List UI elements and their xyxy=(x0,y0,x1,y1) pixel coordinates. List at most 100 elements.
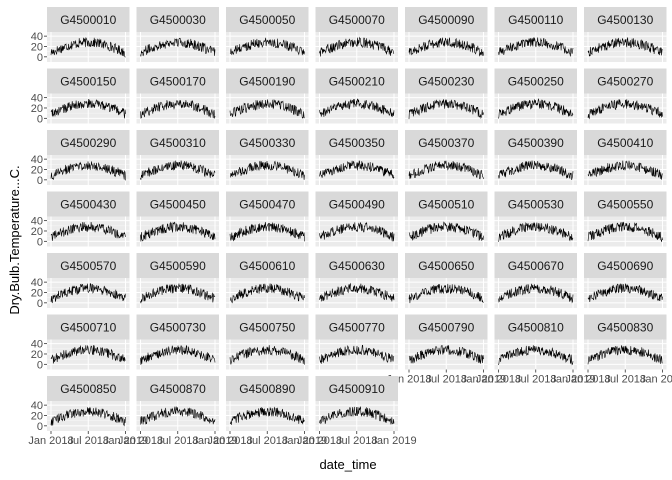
facet-panel: G4500550 xyxy=(584,191,667,247)
series-line xyxy=(229,283,305,304)
facet-strip xyxy=(136,130,219,155)
x-tick-label: Jul 2018 xyxy=(157,435,199,447)
facet-strip xyxy=(226,376,309,401)
series-line xyxy=(408,344,484,364)
facet-strip-label: G4500170 xyxy=(150,75,206,89)
facet-strip-label: G4500670 xyxy=(508,259,564,273)
facet-strip-label: G4500690 xyxy=(597,259,653,273)
facet-strip xyxy=(226,191,309,217)
facet-strip xyxy=(47,7,130,32)
series-line xyxy=(140,160,216,180)
series-line xyxy=(50,283,126,304)
facet-panel: G4500670 xyxy=(494,253,577,308)
facet-strip xyxy=(315,191,398,217)
facet-strip xyxy=(584,253,667,278)
series-line xyxy=(50,345,126,364)
facet-panel: G4500030 xyxy=(136,7,219,62)
x-tick-label: Jan 2018 xyxy=(297,435,342,447)
facet-strip-label: G4500550 xyxy=(597,198,653,212)
facet-strip xyxy=(226,130,309,155)
series-line xyxy=(498,345,574,366)
y-axis-title: Dry.Bulb.Temperature...C. xyxy=(7,165,22,314)
series-line xyxy=(319,98,395,117)
facet-strip xyxy=(226,253,309,278)
y-tick-label: 40 xyxy=(31,154,43,166)
series-line xyxy=(408,160,484,180)
series-line xyxy=(408,99,484,120)
facet-strip xyxy=(136,191,219,217)
y-tick-label: 40 xyxy=(31,216,43,228)
facet-strip-label: G4500910 xyxy=(329,382,385,396)
facet-strip-label: G4500310 xyxy=(150,136,206,150)
facet-panel: G4500250 xyxy=(494,68,577,124)
x-axis-title: date_time xyxy=(319,457,376,472)
facet-strip xyxy=(405,68,488,94)
facet-strip xyxy=(136,376,219,401)
facet-panel: G4500450 xyxy=(136,191,219,247)
facet-strip xyxy=(494,314,577,340)
series-line xyxy=(498,98,574,119)
x-tick-label: Jan 2018 xyxy=(28,435,73,447)
facet-strip-label: G4500210 xyxy=(329,75,385,89)
facet-strip-label: G4500510 xyxy=(418,198,474,212)
facet-strip-label: G4500390 xyxy=(508,136,564,150)
y-tick-label: 0 xyxy=(37,113,43,125)
facet-strip-label: G4500150 xyxy=(60,75,116,89)
facet-panel: G4500070 xyxy=(315,7,398,62)
facet-panel: G4500170 xyxy=(136,68,219,124)
facet-strip-label: G4500570 xyxy=(60,259,116,273)
facet-panel: G4500690 xyxy=(584,253,667,308)
y-tick-label: 0 xyxy=(37,236,43,248)
x-tick-label: Jul 2018 xyxy=(246,435,288,447)
facet-panel: G4500390 xyxy=(494,130,577,185)
series-line xyxy=(587,221,663,242)
y-tick-label: 0 xyxy=(37,421,43,433)
x-tick-label: Jul 2018 xyxy=(604,374,646,386)
facet-strip xyxy=(584,314,667,340)
series-line xyxy=(408,37,484,57)
facet-strip-label: G4500470 xyxy=(239,198,295,212)
series-line xyxy=(587,99,663,120)
series-line xyxy=(587,344,663,365)
series-line xyxy=(229,345,305,365)
facet-panel: G4500490 xyxy=(315,191,398,247)
x-tick-label: Jan 2018 xyxy=(118,435,163,447)
y-tick-label: 20 xyxy=(31,164,43,176)
facet-strip-label: G4500610 xyxy=(239,259,295,273)
series-line xyxy=(50,161,126,181)
facet-panel: G4500630 xyxy=(315,253,398,308)
facet-panel: G4500350 xyxy=(315,130,398,185)
facet-panel: G4500230 xyxy=(405,68,488,124)
x-tick-label: Jan 2018 xyxy=(476,374,521,386)
facet-strip-label: G4500250 xyxy=(508,75,564,89)
facet-strip xyxy=(584,130,667,155)
facet-strip xyxy=(405,130,488,155)
x-tick-label: Jan 2018 xyxy=(565,374,610,386)
series-line xyxy=(140,99,216,119)
y-tick-label: 40 xyxy=(31,277,43,289)
facet-strip-label: G4500130 xyxy=(597,13,653,27)
facet-panel: G4500330 xyxy=(226,130,309,185)
facet-strip-label: G4500870 xyxy=(150,382,206,396)
x-tick-label: Jan 2019 xyxy=(640,374,672,386)
facet-strip-label: G4500530 xyxy=(508,198,564,212)
facet-strip xyxy=(315,253,398,278)
facet-strip-label: G4500370 xyxy=(418,136,474,150)
facet-strip xyxy=(315,68,398,94)
facet-panel: G4500510 xyxy=(405,191,488,247)
facet-panel: G4500130 xyxy=(584,7,667,62)
series-line xyxy=(229,37,305,56)
facet-strip-label: G4500650 xyxy=(418,259,474,273)
facet-strip xyxy=(584,191,667,217)
facet-strip xyxy=(405,314,488,340)
y-tick-label: 20 xyxy=(31,103,43,115)
facet-strip-label: G4500810 xyxy=(508,321,564,335)
facet-panel: G4500210 xyxy=(315,68,398,124)
